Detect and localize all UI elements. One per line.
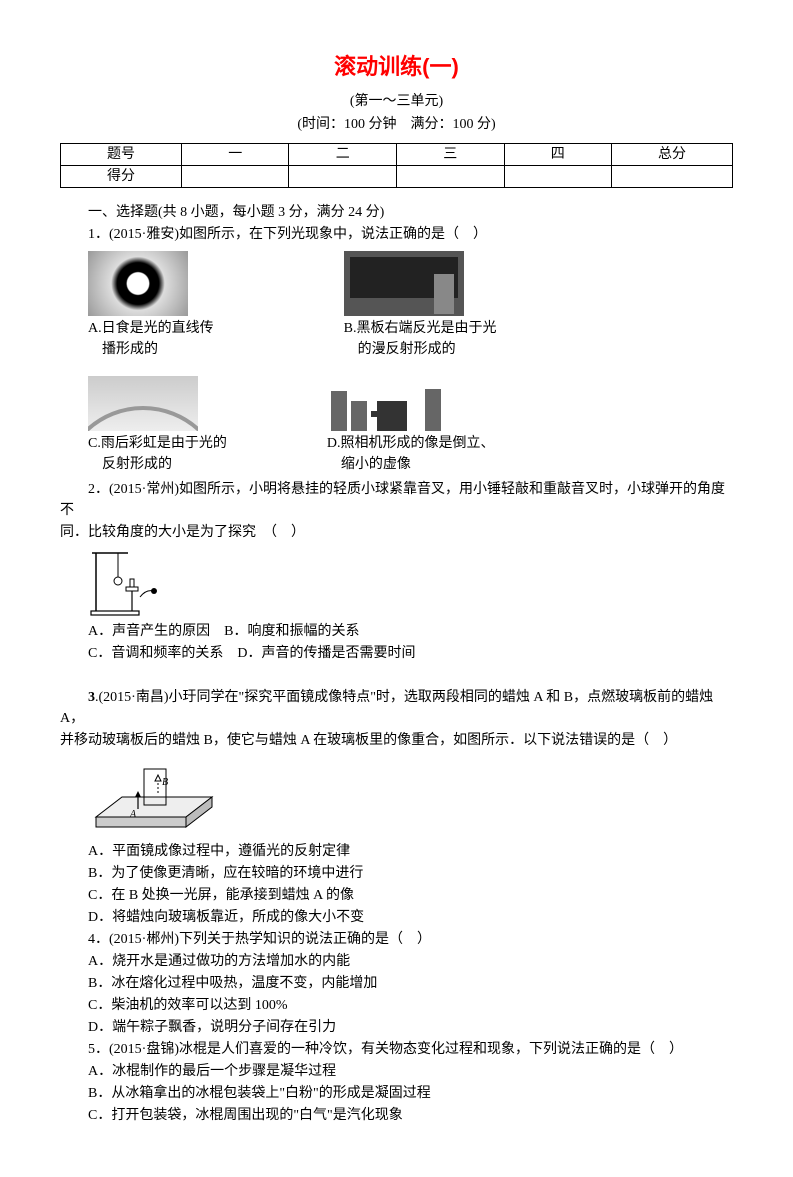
q2-stem-b: 同．比较角度的大小是为了探究 （ ） — [60, 522, 733, 543]
tuning-fork-image — [88, 549, 160, 617]
q1-a-text2: 播形成的 — [102, 339, 214, 360]
page-title: 滚动训练(一) — [60, 50, 733, 83]
q3-stem-a: 3.(2015·南昌)小玗同学在"探究平面镜成像特点"时，选取两段相同的蜡烛 A… — [60, 687, 733, 729]
q1-opt-c: C.雨后彩虹是由于光的 反射形成的 — [88, 376, 227, 475]
svg-text:B: B — [162, 777, 168, 788]
q4-options: A．烧开水是通过做功的方法增加水的内能 B．冰在熔化过程中吸热，温度不变，内能增… — [88, 951, 733, 1038]
table-row: 题号 一 二 三 四 总分 — [61, 144, 733, 166]
q1-opt-d: D.照相机形成的像是倒立、 缩小的虚像 — [327, 366, 495, 475]
q2-opt-cd: C．音调和频率的关系 D．声音的传播是否需要时间 — [88, 643, 733, 664]
q1-c-text2: 反射形成的 — [102, 454, 227, 475]
q5-opt-a: A．冰棍制作的最后一个步骤是凝华过程 — [88, 1061, 733, 1082]
th-total: 总分 — [612, 144, 733, 166]
td-blank — [289, 166, 397, 188]
rainbow-image — [88, 376, 198, 431]
score-table: 题号 一 二 三 四 总分 得分 — [60, 143, 733, 188]
td-blank — [504, 166, 612, 188]
q3-options: A．平面镜成像过程中，遵循光的反射定律 B．为了使像更清晰，应在较暗的环境中进行… — [88, 841, 733, 928]
blackboard-image — [344, 251, 464, 316]
q2-opt-ab: A．声音产生的原因 B．响度和振幅的关系 — [88, 621, 733, 642]
q1-a-text: A.日食是光的直线传 — [88, 318, 214, 339]
q3-stem-b: 并移动玻璃板后的蜡烛 B，使它与蜡烛 A 在玻璃板里的像重合，如图所示．以下说法… — [60, 730, 733, 751]
q5-opt-b: B．从冰箱拿出的冰棍包装袋上"白粉"的形成是凝固过程 — [88, 1083, 733, 1104]
q4-stem: 4．(2015·郴州)下列关于热学知识的说法正确的是（ ） — [60, 929, 733, 950]
svg-text:A: A — [129, 809, 137, 820]
q1-b-text2: 的漫反射形成的 — [358, 339, 497, 360]
q2-stem-a: 2．(2015·常州)如图所示，小明将悬挂的轻质小球紧靠音叉，用小锤轻敲和重敲音… — [60, 479, 733, 521]
section-1-heading: 一、选择题(共 8 小题，每小题 3 分，满分 24 分) — [60, 202, 733, 223]
q3-opt-d: D．将蜡烛向玻璃板靠近，所成的像大小不变 — [88, 907, 733, 928]
q2-options: A．声音产生的原因 B．响度和振幅的关系 C．音调和频率的关系 D．声音的传播是… — [88, 621, 733, 664]
eclipse-image — [88, 251, 188, 316]
q5-stem: 5．(2015·盘锦)冰棍是人们喜爱的一种冷饮，有关物态变化过程和现象，下列说法… — [60, 1039, 733, 1060]
th-2: 二 — [289, 144, 397, 166]
q5-opt-c: C．打开包装袋，冰棍周围出现的"白气"是汽化现象 — [88, 1105, 733, 1126]
q1-c-text: C.雨后彩虹是由于光的 — [88, 433, 227, 454]
q3-opt-a: A．平面镜成像过程中，遵循光的反射定律 — [88, 841, 733, 862]
th-4: 四 — [504, 144, 612, 166]
q1-images-row2: C.雨后彩虹是由于光的 反射形成的 D.照相机形成的像是倒立、 缩小的虚像 — [88, 366, 733, 475]
table-row: 得分 — [61, 166, 733, 188]
td-blank — [396, 166, 504, 188]
q1-opt-b: B.黑板右端反光是由于光 的漫反射形成的 — [344, 251, 497, 360]
subtitle-units: (第一～三单元) — [60, 91, 733, 112]
q1-d-text: D.照相机形成的像是倒立、 — [327, 433, 495, 454]
camera-image — [327, 366, 447, 431]
q3-opt-b: B．为了使像更清晰，应在较暗的环境中进行 — [88, 863, 733, 884]
q4-opt-b: B．冰在熔化过程中吸热，温度不变，内能增加 — [88, 973, 733, 994]
td-score-label: 得分 — [61, 166, 182, 188]
th-label: 题号 — [61, 144, 182, 166]
q1-d-text2: 缩小的虚像 — [341, 454, 495, 475]
plane-mirror-image: A B — [88, 757, 218, 837]
q4-opt-c: C．柴油机的效率可以达到 100% — [88, 995, 733, 1016]
subtitle-time-score: (时间：100 分钟 满分：100 分) — [60, 114, 733, 135]
td-blank — [181, 166, 289, 188]
q1-images-row1: A.日食是光的直线传 播形成的 B.黑板右端反光是由于光 的漫反射形成的 — [88, 251, 733, 360]
q3-opt-c: C．在 B 处换一光屏，能承接到蜡烛 A 的像 — [88, 885, 733, 906]
q5-options: A．冰棍制作的最后一个步骤是凝华过程 B．从冰箱拿出的冰棍包装袋上"白粉"的形成… — [88, 1061, 733, 1126]
th-3: 三 — [396, 144, 504, 166]
q1-stem: 1．(2015·雅安)如图所示，在下列光现象中，说法正确的是（ ） — [60, 224, 733, 245]
q1-b-text: B.黑板右端反光是由于光 — [344, 318, 497, 339]
th-1: 一 — [181, 144, 289, 166]
q4-opt-a: A．烧开水是通过做功的方法增加水的内能 — [88, 951, 733, 972]
q1-opt-a: A.日食是光的直线传 播形成的 — [88, 251, 214, 360]
td-blank — [612, 166, 733, 188]
q4-opt-d: D．端午粽子飘香，说明分子间存在引力 — [88, 1017, 733, 1038]
